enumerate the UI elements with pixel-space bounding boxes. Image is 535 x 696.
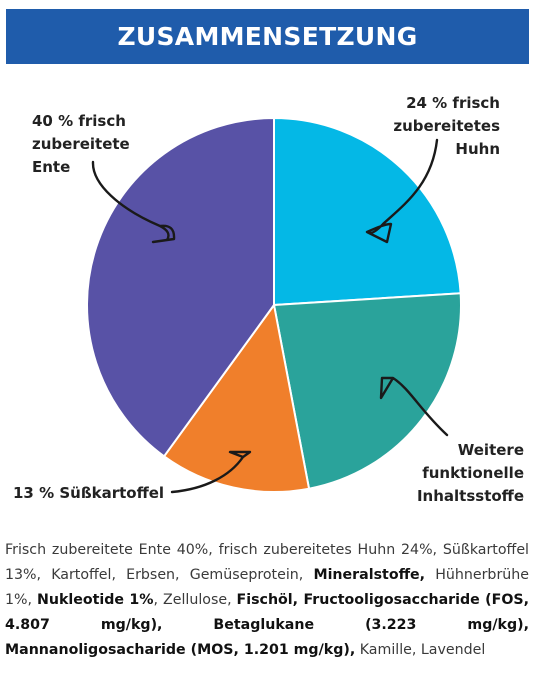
slice-label-suesskartoffel: 13 % Süßkartoffel [13, 484, 164, 502]
description-segment: Frisch zubereitete Ente 40%, frisch zube… [5, 542, 529, 583]
description-segment: Hühnerbrühe 1%, [5, 567, 529, 608]
description-bold-segment: Mineralstoffe, [313, 567, 426, 583]
description-segment: Kamille, Lavendel [355, 642, 486, 658]
slice-label-ente: 40 % frisch zubereitete Ente [32, 112, 130, 176]
pie-slice-weitere [272, 292, 462, 490]
arrow-ente [91, 160, 176, 244]
header-banner: ZUSAMMENSETZUNG [6, 9, 529, 64]
slice-label-huhn: 24 % frisch zubereitetes Huhn [393, 94, 500, 158]
ingredients-description: Frisch zubereitete Ente 40%, frisch zube… [5, 538, 529, 663]
page-title: ZUSAMMENSETZUNG [117, 22, 418, 51]
description-segment: , Zellulose, [153, 592, 237, 608]
pie-slice-ente [86, 116, 275, 458]
arrow-huhn [365, 138, 439, 244]
pie-slice-huhn [273, 116, 462, 307]
description-bold-segment: Nukleotide 1% [36, 592, 154, 608]
arrow-suesskartoffel [170, 450, 252, 494]
arrow-weitere [379, 376, 449, 437]
slice-label-weitere: Weitere funktionelle Inhaltsstoffe [417, 441, 524, 505]
description-bold-segment: Fischöl, Fructooligosaccharide (FOS, 4.8… [5, 592, 530, 658]
pie-chart: 24 % frisch zubereitetes Huhn Weitere funkti… [13, 94, 524, 505]
pie-slice-suesskartoffel [162, 302, 311, 493]
